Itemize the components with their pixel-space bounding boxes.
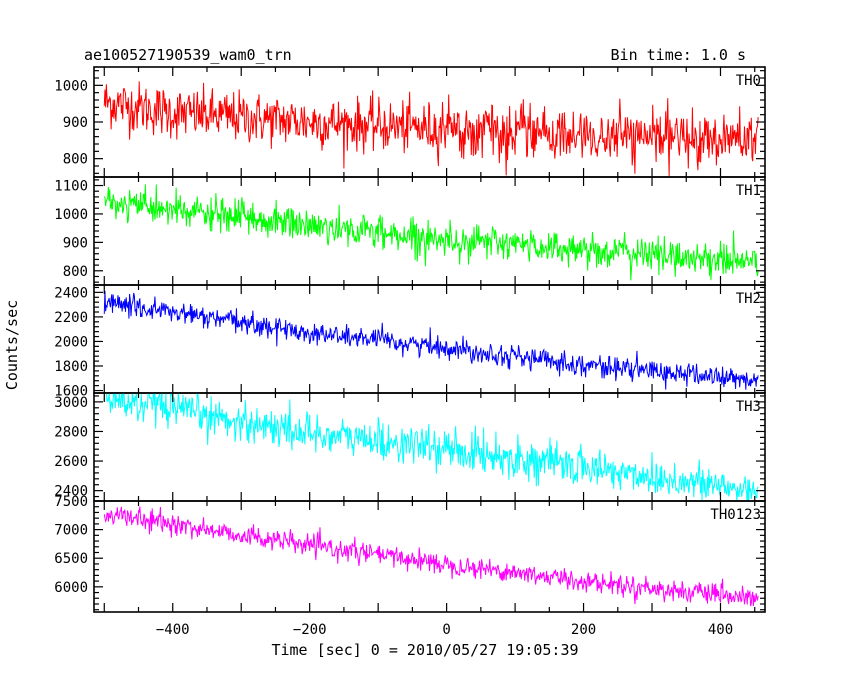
x-tick-label: −200 (293, 622, 327, 638)
x-tick-label: 200 (571, 622, 596, 638)
y-tick-label: 1000 (54, 207, 88, 223)
panel-th3: 2400 2600 2800 3000 TH3 (54, 392, 766, 502)
panel-th2: 1600 1800 2000 2200 2400 TH2 (54, 284, 766, 400)
y-tick-label: 6500 (54, 551, 88, 567)
series-line-th1 (103, 184, 759, 281)
series-line-th0123 (103, 506, 759, 607)
y-tick-label: 2600 (54, 454, 88, 470)
panel-label-th0: TH0 (736, 73, 761, 89)
panel-frame (93, 500, 766, 613)
y-tick-label: 3000 (54, 395, 88, 411)
x-tick-label: 0 (442, 622, 450, 638)
panel-th0: 800 900 1000 TH0 (54, 66, 766, 178)
series-line-th2 (103, 290, 759, 390)
panel-th1: 800 900 1000 1100 TH1 (54, 176, 766, 286)
panel-label-th1: TH1 (736, 183, 761, 199)
x-tick-label: 400 (708, 622, 733, 638)
panel-th0123: 6000 6500 7000 7500 TH0123 (54, 494, 766, 613)
y-tick-label: 2400 (54, 285, 88, 301)
y-tick-label: 1800 (54, 359, 88, 375)
y-tick-label: 900 (63, 235, 88, 251)
y-tick-label: 800 (63, 264, 88, 280)
y-tick-label: 1600 (54, 384, 88, 400)
y-tick-label: 2400 (54, 484, 88, 500)
panel-label-th0123: TH0123 (710, 507, 761, 523)
x-axis-label: Time [sec] 0 = 2010/05/27 19:05:39 (271, 641, 578, 659)
y-tick-label: 7500 (54, 494, 88, 510)
panel-label-th3: TH3 (736, 399, 761, 415)
y-tick-label: 900 (63, 115, 88, 131)
chart-title: ae100527190539_wam0_trn (84, 46, 292, 64)
bin-time-label: Bin time: 1.0 s (611, 46, 746, 64)
series-line-th0 (103, 81, 759, 177)
series-line-th3 (103, 393, 759, 501)
y-tick-label: 1000 (54, 78, 88, 94)
y-tick-label: 1100 (54, 179, 88, 195)
y-tick-label: 6000 (54, 580, 88, 596)
y-tick-label: 800 (63, 152, 88, 168)
y-axis-label: Counts/sec (3, 300, 21, 390)
y-tick-label: 2200 (54, 310, 88, 326)
plot-area: 800 900 1000 TH0 800 900 1000 1100 TH1 1600 1800 20… (54, 66, 766, 638)
x-tick-label: −400 (156, 622, 190, 638)
y-tick-label: 2000 (54, 334, 88, 350)
y-tick-label: 7000 (54, 523, 88, 539)
panel-label-th2: TH2 (736, 291, 761, 307)
y-tick-label: 2800 (54, 424, 88, 440)
